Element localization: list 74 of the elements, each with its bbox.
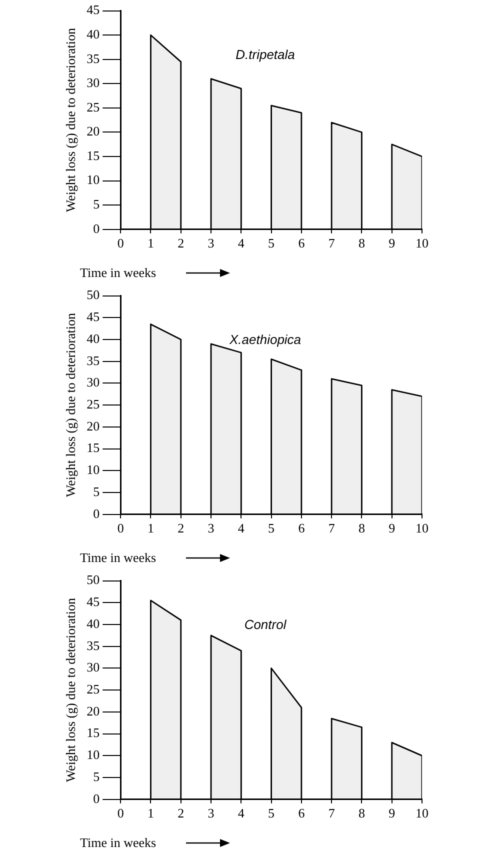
x-tick-label: 4 xyxy=(238,520,245,536)
y-tick-label: 45 xyxy=(86,2,100,18)
y-tick-label: 35 xyxy=(86,638,100,653)
y-axis-title: Weight loss (g) due to deterioration xyxy=(63,28,78,212)
x-tick-label: 1 xyxy=(147,520,154,536)
y-tick-label: 10 xyxy=(86,747,100,762)
y-tick-label: 5 xyxy=(93,196,100,212)
y-tick-label: 5 xyxy=(93,484,100,499)
y-tick-label: 10 xyxy=(86,172,100,188)
x-tick-label: 7 xyxy=(328,520,336,536)
x-tick-label: 4 xyxy=(238,236,245,251)
y-tick-label: 45 xyxy=(86,309,100,324)
y-tick-label: 15 xyxy=(86,725,100,740)
y-tick-label: 40 xyxy=(86,26,100,42)
x-tick-label: 5 xyxy=(268,806,275,821)
text: X.aethiopica xyxy=(228,332,302,347)
x-tick-label: 7 xyxy=(328,236,336,251)
y-tick-label: 40 xyxy=(86,330,100,346)
x-tick-label: 8 xyxy=(358,236,365,251)
x-tick-label: 9 xyxy=(388,520,396,536)
y-tick-label: 35 xyxy=(86,352,100,368)
y-tick-label: 50 xyxy=(86,287,100,302)
x-tick-label: 3 xyxy=(208,806,214,821)
x-tick-label: 10 xyxy=(416,236,428,251)
x-tick-label: 8 xyxy=(358,520,365,536)
y-tick-label: 25 xyxy=(86,99,100,114)
y-tick-label: 0 xyxy=(93,506,100,521)
y-tick-label: 15 xyxy=(86,148,100,163)
text: D.tripetala xyxy=(236,46,295,62)
x-tick-label: 7 xyxy=(328,806,336,821)
x-tick-label: 4 xyxy=(238,806,245,821)
y-tick-label: 40 xyxy=(86,616,100,631)
y-tick-label: 20 xyxy=(86,703,100,718)
y-tick-label: 0 xyxy=(93,220,100,236)
x-tick-label: 0 xyxy=(117,806,124,821)
x-tick-label: 6 xyxy=(298,520,306,536)
y-tick-label: 30 xyxy=(86,75,100,90)
x-tick-label: 3 xyxy=(208,236,214,251)
y-tick-label: 45 xyxy=(86,594,100,610)
y-tick-label: 25 xyxy=(86,682,100,697)
x-axis-title: Time in weeks xyxy=(80,265,156,281)
x-tick-label: 6 xyxy=(298,806,306,821)
x-tick-label: 9 xyxy=(388,806,396,821)
y-tick-label: 5 xyxy=(93,768,100,784)
text: Control xyxy=(244,616,288,632)
x-axis-title: Time in weeks xyxy=(80,835,156,851)
x-tick-label: 10 xyxy=(416,806,428,821)
y-tick-label: 20 xyxy=(86,418,100,434)
y-tick-label: 25 xyxy=(86,396,100,412)
x-tick-label: 0 xyxy=(117,236,124,251)
y-tick-label: 10 xyxy=(86,462,100,478)
x-tick-label: 5 xyxy=(268,520,275,536)
y-tick-label: 35 xyxy=(86,50,100,66)
y-tick-label: 20 xyxy=(86,124,100,139)
y-tick-label: 0 xyxy=(93,790,100,806)
x-tick-label: 10 xyxy=(416,520,428,536)
x-tick-label: 2 xyxy=(178,236,184,251)
y-axis-title: Weight loss (g) due to deterioration xyxy=(63,312,78,498)
y-tick-label: 15 xyxy=(86,440,100,456)
x-tick-label: 3 xyxy=(208,520,214,536)
x-tick-label: 6 xyxy=(298,236,306,251)
x-tick-label: 8 xyxy=(358,806,365,821)
y-tick-label: 30 xyxy=(86,374,100,390)
x-tick-label: 9 xyxy=(388,236,396,251)
x-tick-label: 0 xyxy=(117,520,124,536)
x-tick-label: 2 xyxy=(178,806,184,821)
x-tick-label: 1 xyxy=(147,806,154,821)
x-tick-label: 1 xyxy=(147,236,154,251)
y-axis-title: Weight loss (g) due to deterioration xyxy=(63,598,78,782)
x-axis-title: Time in weeks xyxy=(80,550,156,566)
y-tick-label: 50 xyxy=(86,572,100,588)
x-tick-label: 5 xyxy=(268,236,275,251)
y-tick-label: 30 xyxy=(86,660,100,675)
x-tick-label: 2 xyxy=(178,520,184,536)
